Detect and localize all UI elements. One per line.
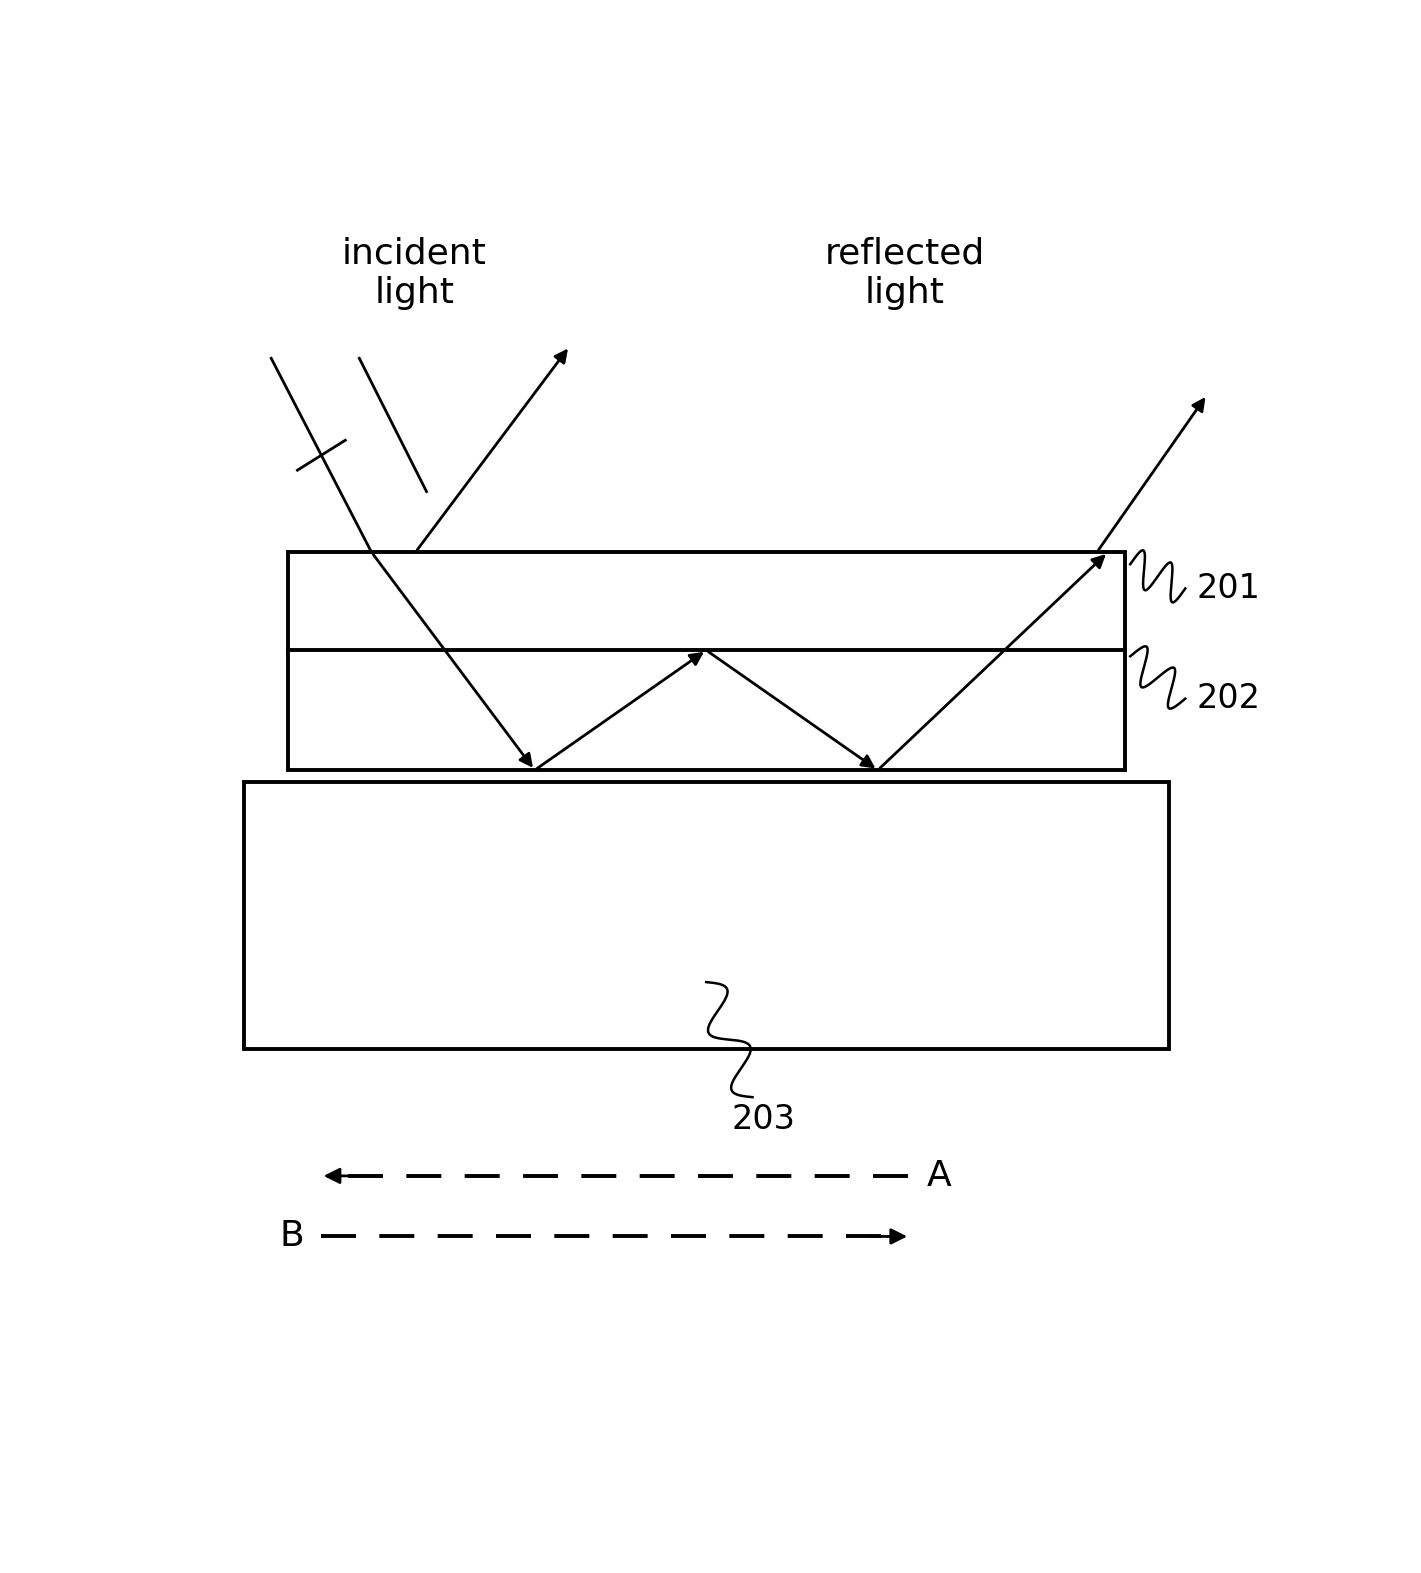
- Text: 203: 203: [732, 1103, 796, 1136]
- Bar: [244, 782, 1168, 1049]
- Bar: [287, 552, 1125, 771]
- Text: A: A: [926, 1159, 951, 1192]
- Text: reflected
light: reflected light: [824, 238, 985, 310]
- Text: B: B: [280, 1219, 304, 1254]
- Text: 201: 201: [1196, 573, 1260, 606]
- Text: incident
light: incident light: [342, 238, 487, 310]
- Text: 202: 202: [1196, 683, 1260, 716]
